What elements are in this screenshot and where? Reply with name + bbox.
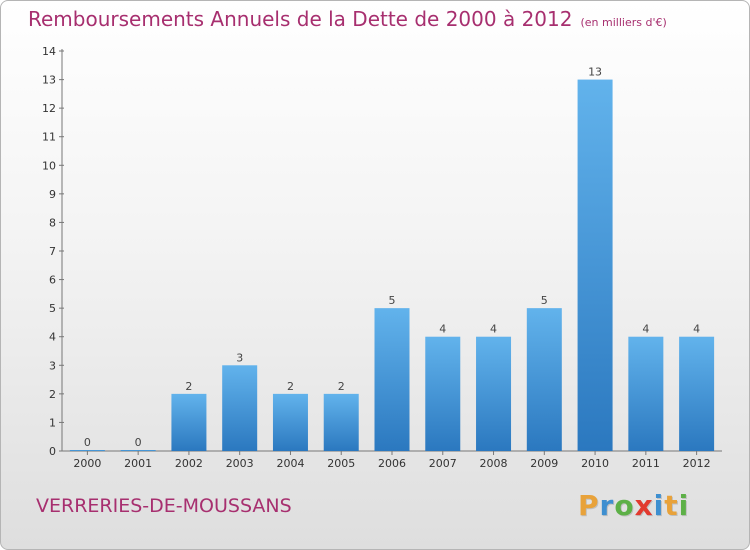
y-tick-label: 11 [42, 131, 56, 144]
value-label: 5 [389, 294, 396, 307]
bar-2010 [577, 79, 613, 452]
y-tick-label: 1 [49, 416, 56, 429]
x-tick-label: 2008 [480, 457, 508, 470]
x-tick-label: 2007 [429, 457, 457, 470]
y-tick-label: 5 [49, 302, 56, 315]
logo-letter: i [678, 489, 690, 522]
bar-2002 [171, 393, 207, 451]
value-label: 4 [490, 323, 497, 336]
bar-2004 [272, 393, 308, 451]
title-main: Remboursements Annuels de la Dette de 20… [28, 7, 573, 31]
y-tick-label: 7 [49, 245, 56, 258]
value-label: 5 [541, 294, 548, 307]
y-tick-label: 4 [49, 331, 56, 344]
bar-2005 [323, 393, 359, 451]
y-tick-label: 6 [49, 274, 56, 287]
bar-2011 [628, 336, 664, 451]
y-tick-label: 0 [49, 445, 56, 458]
x-tick-label: 2010 [581, 457, 609, 470]
y-tick-label: 8 [49, 216, 56, 229]
proxiti-logo: Proxiti [578, 489, 689, 522]
value-label: 2 [287, 380, 294, 393]
bar-2006 [374, 308, 410, 451]
value-labels: 0 0 2 3 2 2 5 4 4 5 13 4 4 [84, 66, 700, 449]
x-tick-label: 2009 [530, 457, 558, 470]
bar-2000 [69, 450, 105, 451]
y-tick-label: 2 [49, 388, 56, 401]
x-tick-label: 2012 [683, 457, 711, 470]
value-label: 0 [84, 436, 91, 449]
logo-letter: i [653, 489, 665, 522]
logo-letter: r [599, 489, 615, 522]
bar-2001 [120, 450, 156, 451]
value-label: 2 [338, 380, 345, 393]
bars [69, 79, 715, 452]
y-tick-label: 12 [42, 102, 56, 115]
bar-2012 [679, 336, 715, 451]
logo-letter: x [634, 489, 654, 522]
y-tick-label: 3 [49, 359, 56, 372]
x-tick-label: 2006 [378, 457, 406, 470]
value-label: 2 [185, 380, 192, 393]
y-tick-label: 9 [49, 188, 56, 201]
x-tick-label: 2004 [276, 457, 304, 470]
title-unit: (en milliers d'€) [580, 16, 667, 29]
y-tick-label: 10 [42, 159, 56, 172]
x-tick-label: 2001 [124, 457, 152, 470]
y-tick-label: 13 [42, 74, 56, 87]
x-tick-label: 2011 [632, 457, 660, 470]
value-label: 4 [642, 323, 649, 336]
value-label: 13 [588, 66, 602, 79]
x-tick-label: 2002 [175, 457, 203, 470]
y-tick-label: 14 [42, 45, 56, 58]
value-label: 3 [236, 351, 243, 364]
logo-letter: o [614, 489, 635, 522]
x-tick-label: 2003 [226, 457, 254, 470]
bar-2007 [425, 336, 461, 451]
x-tick-label: 2005 [327, 457, 355, 470]
bar-2003 [222, 365, 258, 451]
value-label: 4 [439, 323, 446, 336]
bar-2009 [526, 308, 562, 451]
value-label: 0 [135, 436, 142, 449]
x-tick-label: 2000 [73, 457, 101, 470]
bar-2008 [476, 336, 512, 451]
commune-name: VERRERIES-DE-MOUSSANS [36, 495, 292, 517]
logo-letter: P [578, 489, 600, 522]
logo-letter: t [664, 489, 679, 522]
value-label: 4 [693, 323, 700, 336]
chart-title: Remboursements Annuels de la Dette de 20… [28, 7, 667, 31]
